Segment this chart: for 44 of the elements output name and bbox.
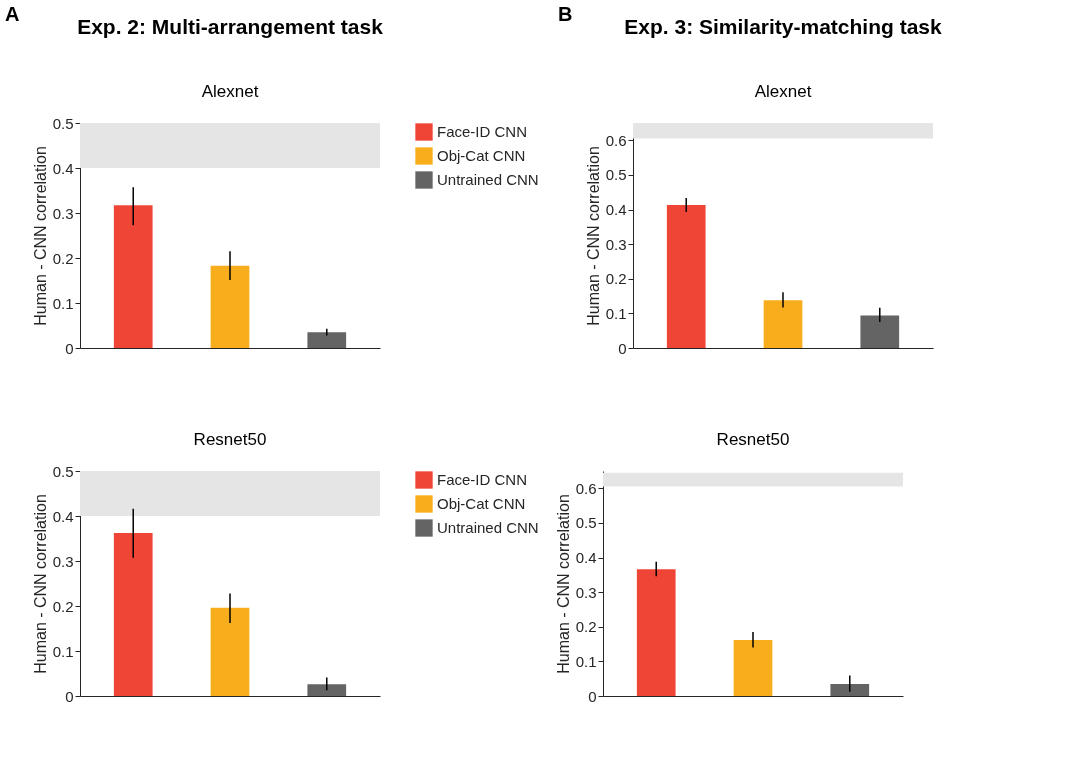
y-tick-label: 0.1	[52, 642, 74, 660]
y-tick-label: 0.4	[605, 201, 627, 219]
legend-label: Face-ID CNN	[437, 471, 528, 488]
legend-label: Face-ID CNN	[437, 123, 528, 140]
y-tick-label: 0	[65, 687, 74, 705]
y-tick-label: 0.6	[575, 479, 597, 497]
y-tick-label: 0.5	[575, 514, 597, 532]
y-axis-title: Human - CNN correlation	[31, 146, 49, 326]
y-tick-label: 0.5	[52, 114, 74, 132]
y-tick-label: 0.2	[52, 249, 74, 267]
text: B	[558, 3, 573, 25]
y-tick-label: 0.1	[605, 304, 627, 322]
y-tick-label: 0.2	[52, 597, 74, 615]
y-tick-label: 0.6	[605, 131, 627, 149]
chart-title: Exp. 3: Similarity-matching task	[624, 15, 943, 38]
chart-title: Resnet50	[716, 430, 790, 449]
y-tick-label: 0.3	[575, 583, 597, 601]
y-tick-label: 0.2	[575, 618, 597, 636]
y-tick-label: 0.5	[52, 462, 74, 480]
y-tick-label: 0.1	[575, 652, 597, 670]
y-axis-title: Human - CNN correlation	[31, 494, 49, 674]
y-tick-label: 0.4	[52, 507, 74, 525]
legend-label: Obj-Cat CNN	[437, 147, 526, 164]
y-tick-label: 0.3	[52, 204, 74, 222]
y-tick-label: 0.4	[52, 159, 74, 177]
y-axis-title: Human - CNN correlation	[554, 494, 572, 674]
y-tick-label: 0	[65, 339, 74, 357]
legend-label: Untrained CNN	[437, 171, 539, 188]
chart-subtitle: Alexnet	[754, 82, 812, 101]
y-tick-label: 0.1	[52, 294, 74, 312]
y-tick-label: 0.2	[605, 270, 627, 288]
y-tick-label: 0	[618, 339, 627, 357]
text: A	[5, 3, 20, 25]
y-tick-label: 0.5	[605, 166, 627, 184]
y-tick-label: 0.4	[575, 549, 597, 567]
y-tick-label: 0.3	[52, 552, 74, 570]
chart-title: Resnet50	[193, 430, 267, 449]
legend-label: Obj-Cat CNN	[437, 495, 526, 512]
y-tick-label: 0.3	[605, 235, 627, 253]
chart-subtitle: Alexnet	[201, 82, 259, 101]
y-axis-title: Human - CNN correlation	[584, 146, 602, 326]
legend-label: Untrained CNN	[437, 519, 539, 536]
y-tick-label: 0	[588, 687, 597, 705]
chart-title: Exp. 2: Multi-arrangement task	[77, 15, 384, 38]
